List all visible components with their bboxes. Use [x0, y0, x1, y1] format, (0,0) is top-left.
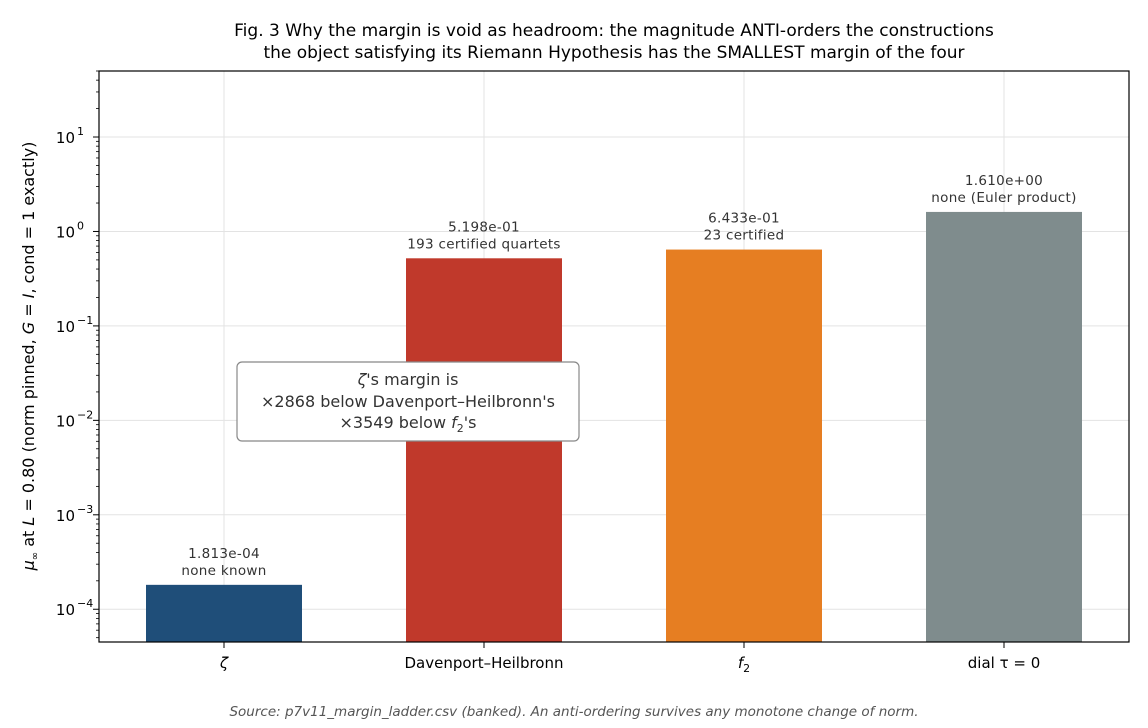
y-tick-label: 10 — [56, 507, 75, 525]
title-line-1: Fig. 3 Why the margin is void as headroo… — [234, 21, 994, 41]
bar — [146, 584, 302, 642]
annotation-box: ζ's margin is ×2868 below Davenport–Heil… — [236, 361, 580, 442]
y-tick-exponent: 1 — [77, 125, 84, 138]
x-tick-label: dial τ = 0 — [968, 654, 1041, 672]
annotation-frame — [236, 361, 580, 442]
bar-sub-label: none known — [181, 563, 266, 579]
bar-sub-label: 23 certified — [704, 228, 785, 244]
bar — [666, 249, 822, 642]
chart-title: Fig. 3 Why the margin is void as headroo… — [234, 21, 994, 63]
bar-sub-label: none (Euler product) — [931, 190, 1076, 206]
y-tick-exponent: −1 — [77, 314, 93, 327]
x-tick-label: ζ — [219, 654, 229, 672]
y-tick-exponent: −3 — [77, 503, 93, 516]
y-tick-label: 10 — [56, 129, 75, 147]
annotation-line-3: ×3549 below f2's — [340, 413, 477, 435]
bar-sub-label: 193 certified quartets — [407, 236, 561, 252]
bar-value-label: 5.198e-01 — [448, 219, 520, 235]
y-tick-label: 10 — [56, 601, 75, 619]
bar — [926, 211, 1082, 643]
bar-value-label: 1.813e-04 — [188, 546, 260, 562]
y-tick-label: 10 — [56, 318, 75, 336]
annotation-line-2: ×2868 below Davenport–Heilbronn's — [261, 392, 555, 411]
bar-value-label: 1.610e+00 — [965, 173, 1043, 189]
x-axis: ζ Davenport–Heilbronn f2 dial τ = 0 — [219, 642, 1040, 675]
x-tick-label: f2 — [738, 654, 750, 675]
plot-frame — [98, 70, 1130, 643]
annotation-line-1: ζ's margin is — [357, 370, 459, 389]
bar-value-label: 6.433e-01 — [708, 211, 780, 227]
title-line-2: the object satisfying its Riemann Hypoth… — [263, 43, 964, 63]
svg-text:μ∞ at L = 0.80 (norm pinned,: μ∞ at L = 0.80 (norm pinned, G = I, cond… — [19, 142, 41, 572]
y-tick-exponent: 0 — [77, 219, 84, 232]
y-tick-label: 10 — [56, 223, 75, 241]
source-note: Source: p7v11_margin_ladder.csv (banked)… — [229, 704, 918, 720]
y-tick-exponent: −4 — [77, 597, 93, 610]
x-tick-label: Davenport–Heilbronn — [405, 654, 564, 672]
bar — [406, 258, 562, 642]
y-axis-label: μ∞ at L = 0.80 (norm pinned, G = I, cond… — [19, 142, 41, 572]
bars — [146, 211, 1082, 643]
y-tick-label: 10 — [56, 412, 75, 430]
y-tick-exponent: −2 — [77, 408, 93, 421]
